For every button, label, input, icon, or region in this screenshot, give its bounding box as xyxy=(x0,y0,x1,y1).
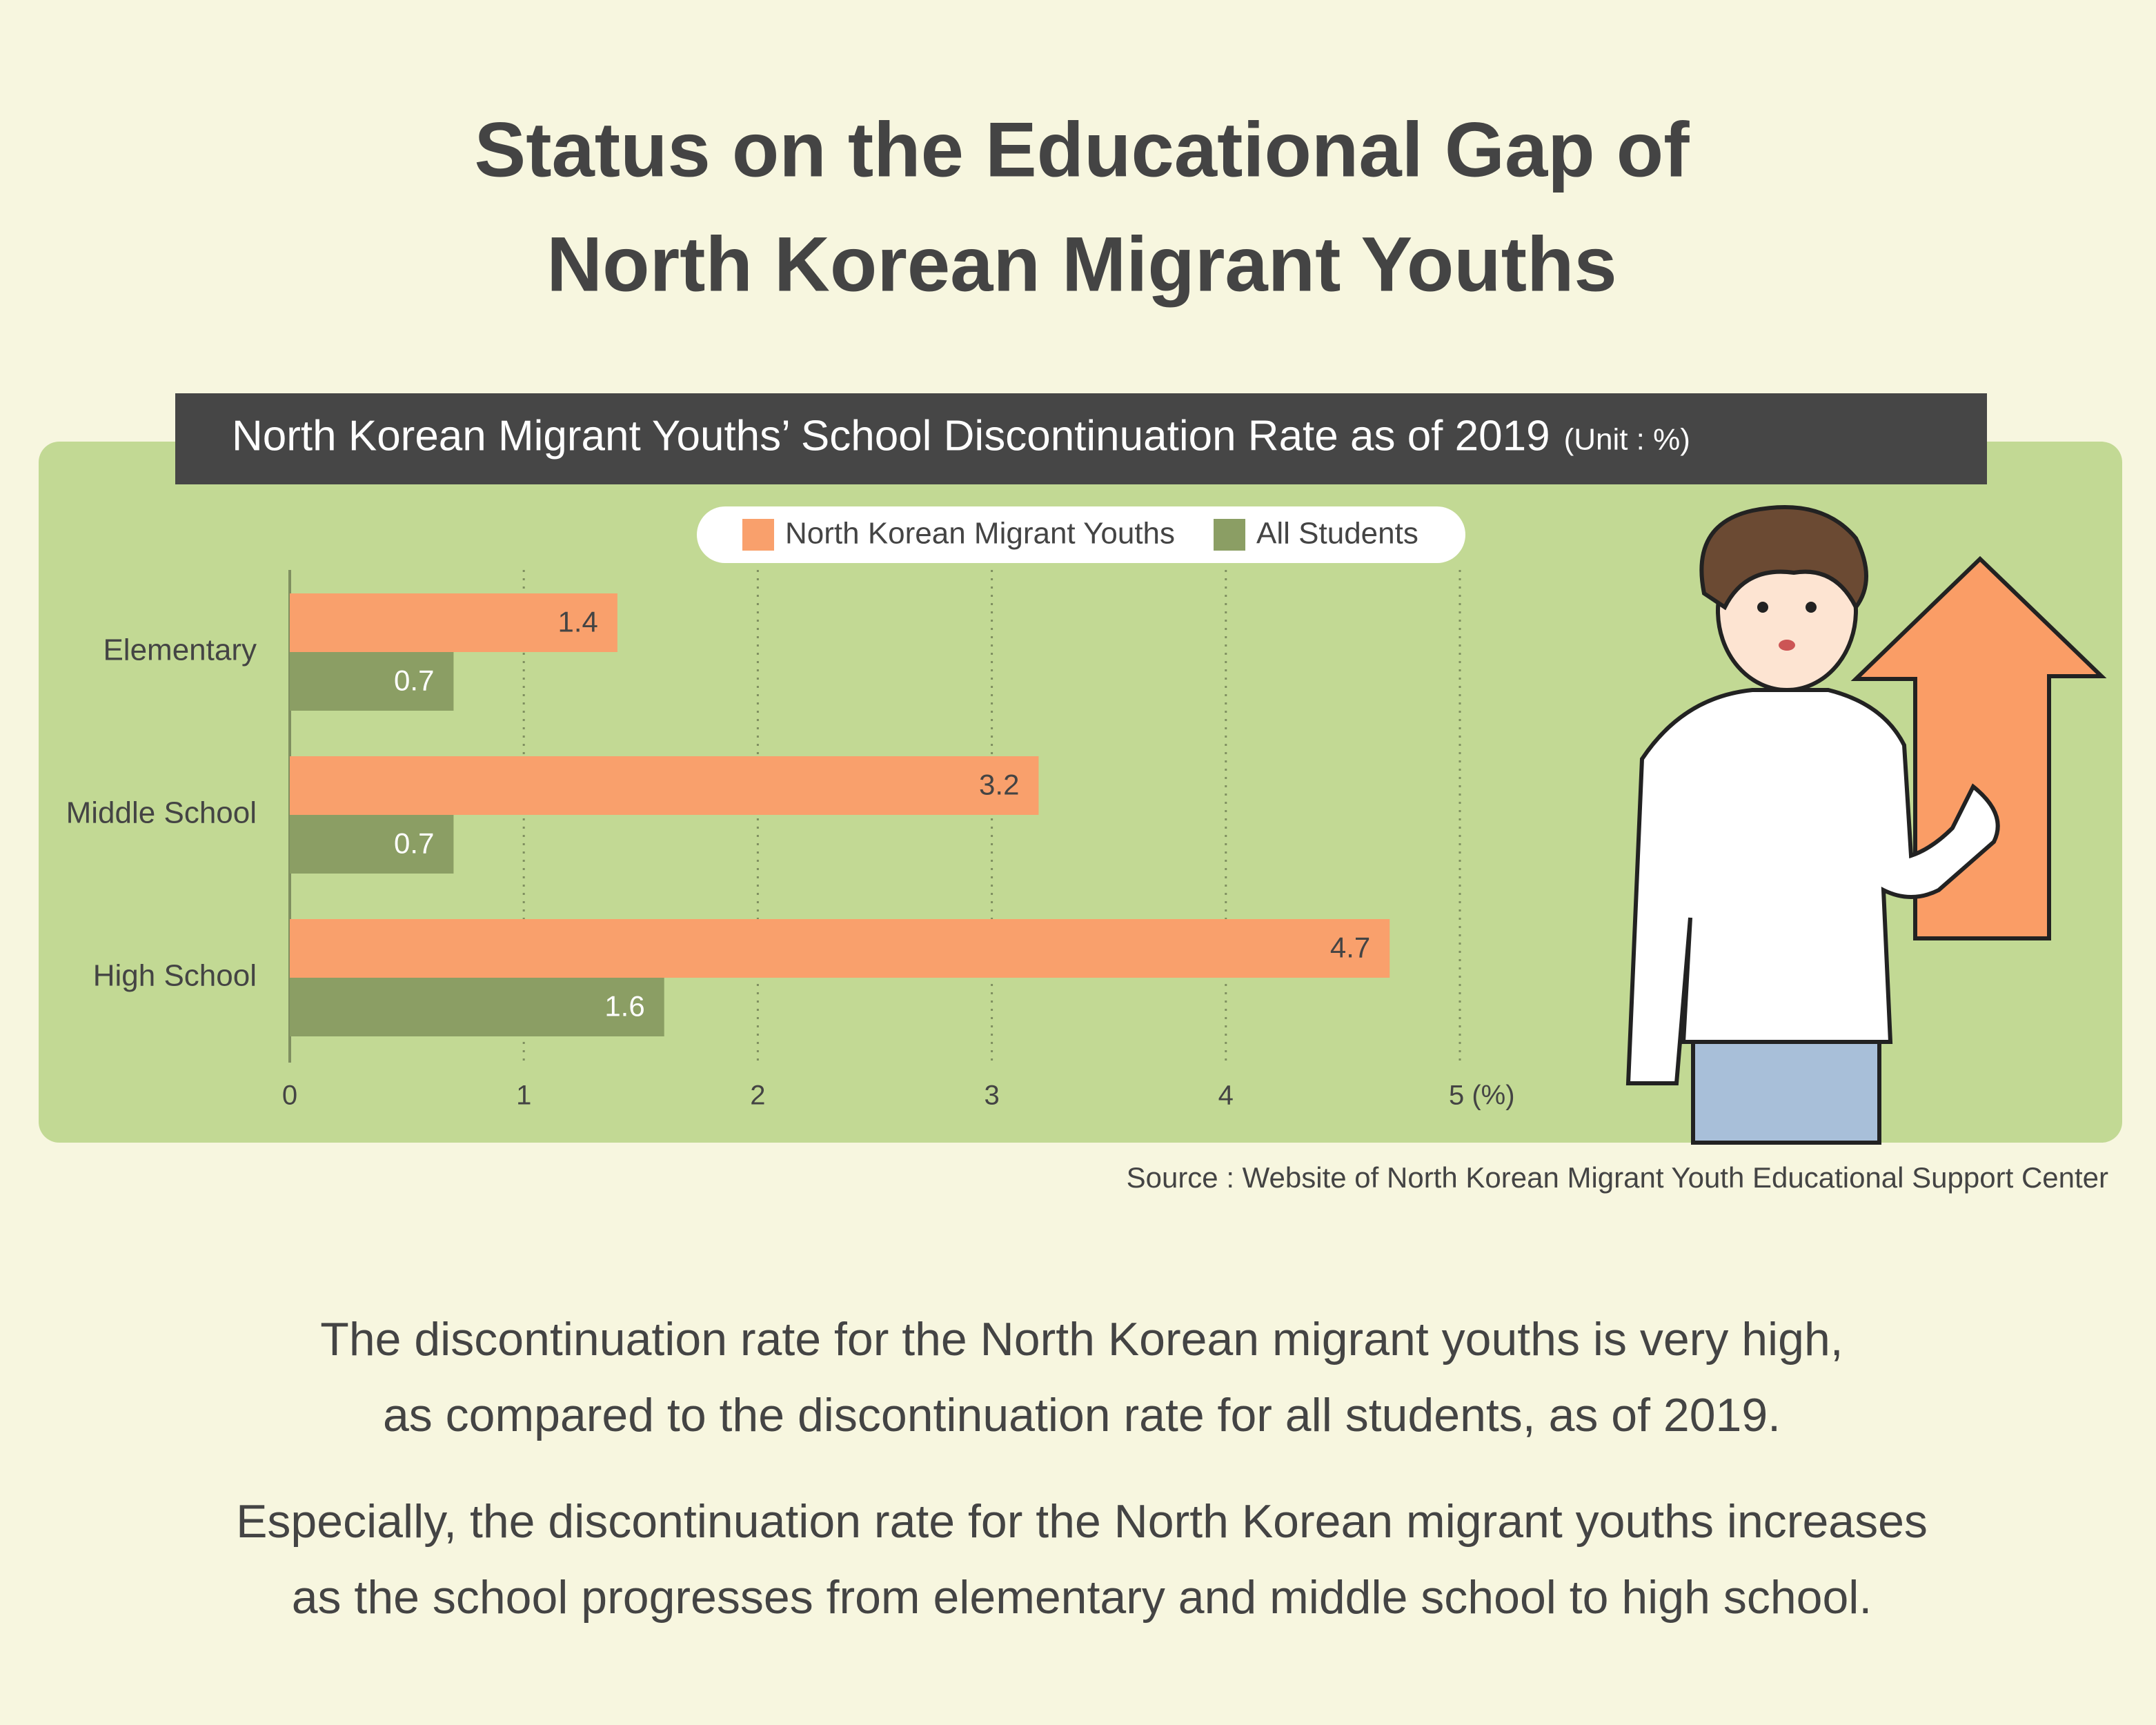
chart-title-banner xyxy=(175,393,1987,484)
arrow xyxy=(1850,555,2107,940)
shirt xyxy=(1625,688,2000,1085)
source: Source : Website of North Korean Migrant… xyxy=(1127,1161,2108,1194)
legend-box xyxy=(697,506,1465,563)
legend-label: All Students xyxy=(1256,517,1418,551)
y-tick-label: Middle School xyxy=(66,796,257,830)
eye xyxy=(1806,602,1817,613)
y-tick-label: Elementary xyxy=(103,633,257,667)
illustration xyxy=(1625,505,2107,1145)
eye xyxy=(1757,602,1768,613)
x-tick-label: 5 (%) xyxy=(1449,1081,1515,1111)
paragraph-line: as compared to the discontinuation rate … xyxy=(383,1389,1781,1441)
mouth xyxy=(1779,640,1795,651)
chart-title: North Korean Migrant Youths’ School Disc… xyxy=(232,412,1550,460)
paragraph-line: The discontinuation rate for the North K… xyxy=(320,1313,1843,1366)
bar xyxy=(290,815,454,874)
page-title: Status on the Educational Gap of xyxy=(475,107,1690,193)
value-label: 3.2 xyxy=(979,769,1019,801)
paragraph-line: as the school progresses from elementary… xyxy=(292,1571,1872,1624)
legend-swatch xyxy=(742,519,774,551)
value-label: 1.6 xyxy=(604,990,644,1023)
bar xyxy=(290,652,454,711)
legend-label: North Korean Migrant Youths xyxy=(785,517,1175,551)
bar xyxy=(290,919,1390,978)
y-tick-label: High School xyxy=(93,959,257,993)
value-label: 0.7 xyxy=(394,827,434,860)
unit-note: (Unit : %) xyxy=(1564,423,1690,457)
page-title: North Korean Migrant Youths xyxy=(546,221,1616,308)
value-label: 1.4 xyxy=(557,606,597,638)
pants xyxy=(1691,1026,1881,1145)
x-tick-label: 4 xyxy=(1218,1081,1234,1111)
hair xyxy=(1699,505,1868,611)
paragraph-line: Especially, the discontinuation rate for… xyxy=(236,1495,1928,1548)
x-tick-label: 2 xyxy=(750,1081,765,1111)
bar xyxy=(290,978,664,1036)
bar xyxy=(290,593,617,652)
value-label: 4.7 xyxy=(1330,931,1370,964)
x-tick-label: 1 xyxy=(516,1081,531,1111)
bar xyxy=(290,756,1039,815)
legend-swatch xyxy=(1214,519,1246,551)
x-tick-label: 3 xyxy=(984,1081,999,1111)
x-tick-label: 0 xyxy=(282,1081,297,1111)
value-label: 0.7 xyxy=(394,664,434,697)
